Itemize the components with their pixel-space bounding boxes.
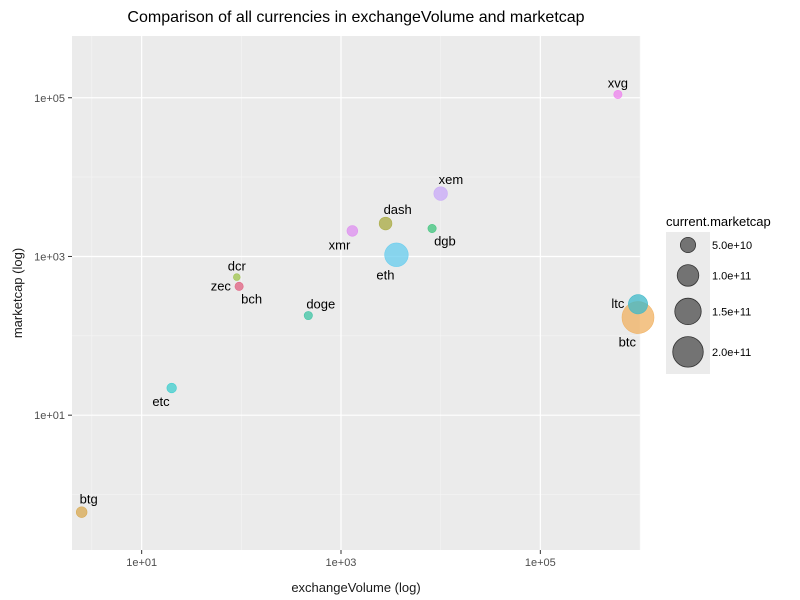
point-label-xem: xem	[439, 172, 464, 187]
size-legend: current.marketcap 5.0e+10 1.0e+11 1.5e+11 2…	[666, 214, 771, 374]
legend-key-2	[676, 264, 700, 287]
chart-title: Comparison of all currencies in exchange…	[127, 9, 584, 26]
y-tick-label: 1e+03	[34, 251, 65, 263]
legend-label-3: 1.5e+11	[712, 306, 751, 318]
point-label-bch: bch	[241, 292, 262, 307]
point-label-zec: zec	[211, 278, 232, 293]
point-label-btg: btg	[80, 492, 98, 507]
x-tick-label: 1e+01	[126, 557, 157, 569]
legend-key-3	[674, 297, 702, 326]
legend-title: current.marketcap	[666, 214, 771, 229]
point-dash	[378, 216, 393, 231]
grid-layer	[72, 36, 641, 550]
legend-label-2: 1.0e+11	[712, 270, 751, 282]
point-btg	[75, 506, 88, 518]
legend-label-4: 2.0e+11	[712, 347, 751, 359]
point-label-ltc: ltc	[611, 296, 625, 311]
plot-panel	[72, 36, 640, 550]
point-label-etc: etc	[152, 394, 170, 409]
legend-key-1	[679, 236, 697, 254]
point-zec	[234, 281, 244, 291]
y-tick-label: 1e+05	[34, 93, 65, 105]
legend-label-1: 5.0e+10	[712, 240, 752, 252]
point-label-doge: doge	[306, 296, 335, 311]
point-layer	[75, 89, 655, 518]
y-axis-title: marketcap (log)	[10, 248, 25, 338]
point-xvg	[613, 89, 623, 99]
point-xem	[433, 186, 448, 201]
tick-layer: 1e+01 1e+03 1e+05 1e+01 1e+03 1e+05	[34, 93, 556, 569]
point-label-dcr: dcr	[228, 259, 247, 274]
x-axis-title: exchangeVolume (log)	[291, 580, 420, 595]
x-tick-label: 1e+03	[326, 557, 357, 569]
point-label-dash: dash	[384, 202, 412, 217]
y-tick-label: 1e+01	[34, 410, 65, 422]
point-eth	[384, 242, 409, 267]
legend-keys: 5.0e+10 1.0e+11 1.5e+11 2.0e+11	[672, 236, 752, 368]
point-label-btc: btc	[619, 335, 637, 350]
legend-key-4	[672, 336, 704, 368]
point-dgb	[427, 224, 437, 233]
point-label-eth: eth	[376, 268, 394, 283]
point-dcr	[233, 273, 241, 281]
point-ltc	[628, 294, 648, 315]
point-xmr	[346, 225, 359, 237]
point-doge	[303, 311, 313, 321]
point-label-xmr: xmr	[329, 237, 351, 252]
point-label-dgb: dgb	[434, 234, 456, 249]
x-tick-label: 1e+05	[525, 557, 556, 569]
point-etc	[166, 382, 177, 394]
point-label-xvg: xvg	[608, 75, 628, 90]
